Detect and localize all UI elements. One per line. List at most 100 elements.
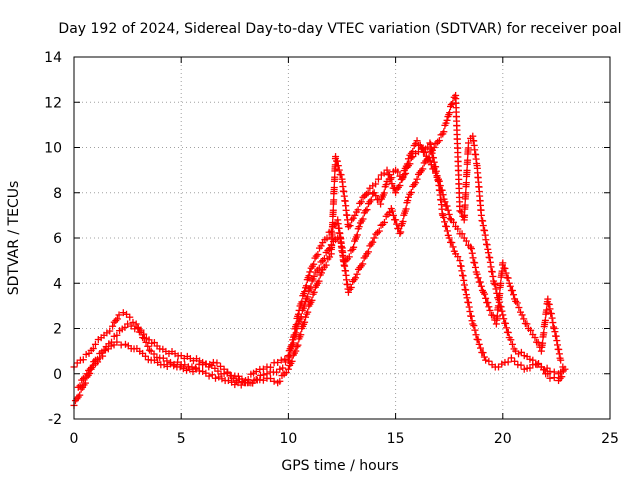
x-tick-label: 10 xyxy=(279,431,297,447)
data-point-interp xyxy=(304,308,312,316)
data-point xyxy=(430,144,438,151)
data-point-interp xyxy=(380,218,388,226)
data-point-interp xyxy=(322,261,330,269)
data-point xyxy=(91,340,99,348)
data-point xyxy=(212,374,220,382)
y-tick-label: 12 xyxy=(44,95,62,111)
data-point xyxy=(374,175,382,183)
data-point-interp xyxy=(181,361,189,369)
data-point-interp xyxy=(540,366,548,374)
data-point-interp xyxy=(238,378,246,386)
data-point-interp xyxy=(301,318,309,326)
y-tick-label: 14 xyxy=(44,50,62,66)
data-point-interp xyxy=(541,316,549,324)
data-point xyxy=(357,198,365,206)
data-point xyxy=(445,234,453,242)
data-point xyxy=(351,211,359,219)
data-point-interp xyxy=(100,347,108,355)
data-point xyxy=(499,311,507,319)
data-point-interp xyxy=(388,207,396,215)
data-point-interp xyxy=(144,342,152,350)
data-point xyxy=(544,295,552,303)
data-point-interp xyxy=(347,283,355,291)
data-point xyxy=(344,288,352,296)
data-point-interp xyxy=(466,308,474,316)
data-point-interp xyxy=(471,263,479,271)
data-point xyxy=(413,175,421,183)
data-point-interp xyxy=(127,322,135,330)
data-point-interp xyxy=(89,345,97,353)
data-point-interp xyxy=(463,166,471,174)
data-point-interp xyxy=(353,231,361,239)
data-point-interp xyxy=(292,329,300,337)
data-point xyxy=(199,358,207,366)
data-point-interp xyxy=(205,372,213,380)
data-point-interp xyxy=(435,177,443,185)
data-point-interp xyxy=(463,294,471,302)
data-point-interp xyxy=(548,314,556,322)
data-point-interp xyxy=(550,374,558,382)
data-point-interp xyxy=(462,179,470,187)
data-point-interp xyxy=(374,229,382,237)
data-point xyxy=(284,365,292,373)
data-point-interp xyxy=(333,157,341,165)
data-point-interp xyxy=(511,357,519,365)
data-point xyxy=(507,354,515,362)
data-point xyxy=(454,225,462,233)
data-point-interp xyxy=(367,196,375,204)
data-point-interp xyxy=(436,182,444,190)
data-point-interp xyxy=(484,299,492,307)
data-point-interp xyxy=(372,180,380,188)
data-point-interp xyxy=(305,272,313,280)
data-point-interp xyxy=(392,216,400,224)
data-point-interp xyxy=(276,377,284,385)
data-point-interp xyxy=(476,278,484,286)
x-tick-label: 0 xyxy=(70,431,79,447)
axis-ticks: 0 5 10 15 20 25 -2 0 2 4 6 8 10 12 14 xyxy=(44,50,619,447)
data-point-interp xyxy=(79,356,87,364)
data-point-interp xyxy=(544,370,552,378)
data-point-interp xyxy=(419,144,427,152)
data-point-interp xyxy=(389,211,397,219)
data-point xyxy=(482,356,490,364)
data-point-interp xyxy=(504,329,512,337)
data-point xyxy=(456,207,464,215)
chart-title: Day 192 of 2024, Sidereal Day-to-day VTE… xyxy=(58,21,621,37)
data-point-interp xyxy=(500,315,508,323)
data-point xyxy=(531,334,539,342)
data-point-interp xyxy=(137,326,145,334)
data-point-interp xyxy=(297,331,305,339)
y-tick-label: -2 xyxy=(48,412,62,428)
data-point-interp xyxy=(380,189,388,197)
data-point-interp xyxy=(329,206,337,214)
data-point xyxy=(302,313,310,321)
data-point xyxy=(109,322,117,330)
x-tick-label: 15 xyxy=(387,431,405,447)
data-point xyxy=(362,207,370,215)
data-point-interp xyxy=(523,320,531,328)
data-point-interp xyxy=(480,353,488,361)
data-point-interp xyxy=(474,336,482,344)
data-point xyxy=(293,343,301,351)
data-point-interp xyxy=(330,196,338,204)
data-point-interp xyxy=(402,169,410,177)
data-point-interp xyxy=(479,349,487,357)
data-point-interp xyxy=(387,175,395,183)
data-point-interp xyxy=(502,269,510,277)
data-point-interp xyxy=(419,165,427,173)
data-point-interp xyxy=(217,362,225,370)
data-point xyxy=(119,309,127,317)
data-point xyxy=(377,200,385,208)
data-point-interp xyxy=(407,188,415,196)
data-point-interp xyxy=(502,319,510,327)
data-point-interp xyxy=(441,218,449,226)
data-point-interp xyxy=(129,318,137,326)
data-point-interp xyxy=(314,251,322,259)
data-point-interp xyxy=(412,179,420,187)
data-point xyxy=(512,297,520,305)
data-point xyxy=(126,313,134,321)
data-point xyxy=(124,320,132,328)
data-point-interp xyxy=(491,281,499,289)
data-point-interp xyxy=(183,366,191,374)
data-point xyxy=(344,223,352,231)
